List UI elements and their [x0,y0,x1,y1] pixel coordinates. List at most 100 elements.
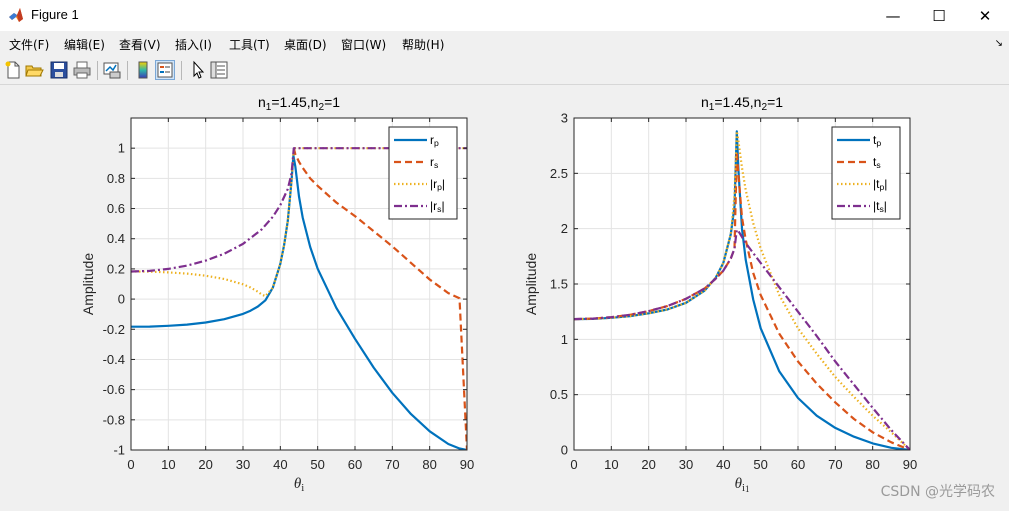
menu-bar: 文件(F) 编辑(E) 查看(V) 插入(I) 工具(T) 桌面(D) 窗口(W… [0,31,1009,57]
legend-box [388,126,458,220]
close-button[interactable]: ✕ [962,0,1008,31]
window-titlebar: Figure 1 — ☐ ✕ [0,0,1009,31]
minimize-icon: — [885,6,901,25]
x-tick-label: 30 [679,457,693,472]
legend-label: ts [873,155,881,170]
y-tick-label: 0.5 [550,387,568,402]
collapse-toolbar-icon[interactable]: ↘ [994,38,1003,49]
print-icon[interactable] [72,60,92,80]
insert-colorbar-icon[interactable] [133,60,153,80]
x-tick-label: 60 [348,457,362,472]
x-tick-label: 70 [385,457,399,472]
y-tick-label: -1 [113,443,125,458]
axes-frame [130,117,468,451]
y-tick-label: 3 [561,111,568,126]
y-tick-label: 2.5 [550,166,568,181]
legend-label: |rs| [430,199,445,214]
menu-tools[interactable]: 工具(T) [229,38,270,52]
x-tick-label: 50 [310,457,324,472]
menu-help[interactable]: 帮助(H) [402,38,445,52]
menu-insert[interactable]: 插入(I) [175,38,212,52]
x-tick-label: 90 [460,457,474,472]
legend-box [831,126,901,220]
y-tick-label: -0.2 [103,322,125,337]
y-tick-label: 0 [561,443,568,458]
y-tick-label: 0.4 [107,231,125,246]
axes-title: n1=1.45,n2=1 [258,94,340,113]
y-tick-label: 2 [561,221,568,236]
x-tick-label: 20 [198,457,212,472]
x-tick-label: 60 [791,457,805,472]
y-tick-label: 1 [561,332,568,347]
axes-title: n1=1.45,n2=1 [701,94,783,113]
series-line-2 [292,147,467,450]
edit-plot-arrow-icon[interactable] [188,60,208,80]
x-tick-label: 40 [273,457,287,472]
toolbar-separator [97,61,98,80]
menu-file[interactable]: 文件(F) [9,38,50,52]
legend-label: tp [873,133,881,148]
toolbar-separator [181,61,182,80]
figure-toolbar [0,57,1009,85]
y-tick-label: -0.8 [103,412,125,427]
minimize-button[interactable]: — [870,0,916,31]
x-tick-label: 20 [641,457,655,472]
x-tick-label: 90 [903,457,917,472]
new-figure-icon[interactable] [3,60,23,80]
y-axis-label: Amplitude [80,253,96,315]
x-tick-label: 10 [604,457,618,472]
insert-legend-icon[interactable] [155,60,175,80]
save-icon[interactable] [49,60,69,80]
menu-desktop[interactable]: 桌面(D) [284,38,327,52]
y-tick-label: 1.5 [550,277,568,292]
figure-axes: 0 10 20 30 40 50 60 70 80 90-1-0.8-0.6-0.4-0.200.… [80,94,917,494]
y-tick-label: -0.6 [103,382,125,397]
matlab-logo-icon [9,8,23,22]
x-axis-label: θi1 [735,476,750,494]
legend-label: rs [430,155,438,170]
menu-window[interactable]: 窗口(W) [341,38,387,52]
y-tick-label: 0 [118,292,125,307]
y-tick-label: 0.8 [107,171,125,186]
x-tick-label: 40 [716,457,730,472]
x-tick-label: 0 [127,457,134,472]
menu-edit[interactable]: 编辑(E) [64,38,105,52]
legend[interactable]: rp rs |rp| |rs| [388,126,458,220]
window-title: Figure 1 [31,7,79,22]
legend-label: |rp| [430,177,445,192]
x-tick-label: 80 [865,457,879,472]
y-tick-label: 0.2 [107,261,125,276]
maximize-icon: ☐ [932,6,946,25]
x-axis-label: θi [294,476,304,494]
y-tick-label: 0.6 [107,201,125,216]
maximize-button[interactable]: ☐ [916,0,962,31]
series-line-4 [574,228,910,450]
series-line-4 [131,147,467,273]
toolbar-separator [127,61,128,80]
menu-view[interactable]: 查看(V) [119,38,161,52]
series-line-3 [131,147,467,298]
watermark-text: CSDN @光学码农 [880,484,995,500]
link-plot-icon[interactable] [102,60,122,80]
property-inspector-icon[interactable] [209,60,229,80]
y-tick-label: 1 [118,141,125,156]
x-tick-label: 50 [753,457,767,472]
x-tick-label: 10 [161,457,175,472]
x-tick-label: 80 [422,457,436,472]
axes-1[interactable]: 0 10 20 30 40 50 60 70 80 90 -1 -0.8 -0.6 -0.4 -0.2 0 0.… [80,94,474,494]
open-file-icon[interactable] [24,60,44,80]
y-tick-label: -0.4 [103,352,125,367]
x-tick-label: 30 [236,457,250,472]
legend-label: rp [430,133,439,148]
axes-2[interactable]: 0 10 20 30 40 50 60 70 80 90 0 0.5 1 1.5 2 2.5 3 n1=1.45,… [523,94,917,494]
series-line-1 [574,130,910,450]
legend[interactable]: tp ts |tp| |ts| [831,126,901,220]
close-icon: ✕ [978,6,992,25]
legend-label: |tp| [873,177,887,192]
series-line-2 [574,150,910,450]
figure-canvas: 0 10 20 30 40 50 60 70 80 90 -1 -0.8 -0.6 -0.4 -0.2 0 0.… [0,85,1009,507]
legend-label: |ts| [873,199,887,214]
x-tick-label: 0 [570,457,577,472]
y-axis-label: Amplitude [523,253,539,315]
x-tick-label: 70 [828,457,842,472]
